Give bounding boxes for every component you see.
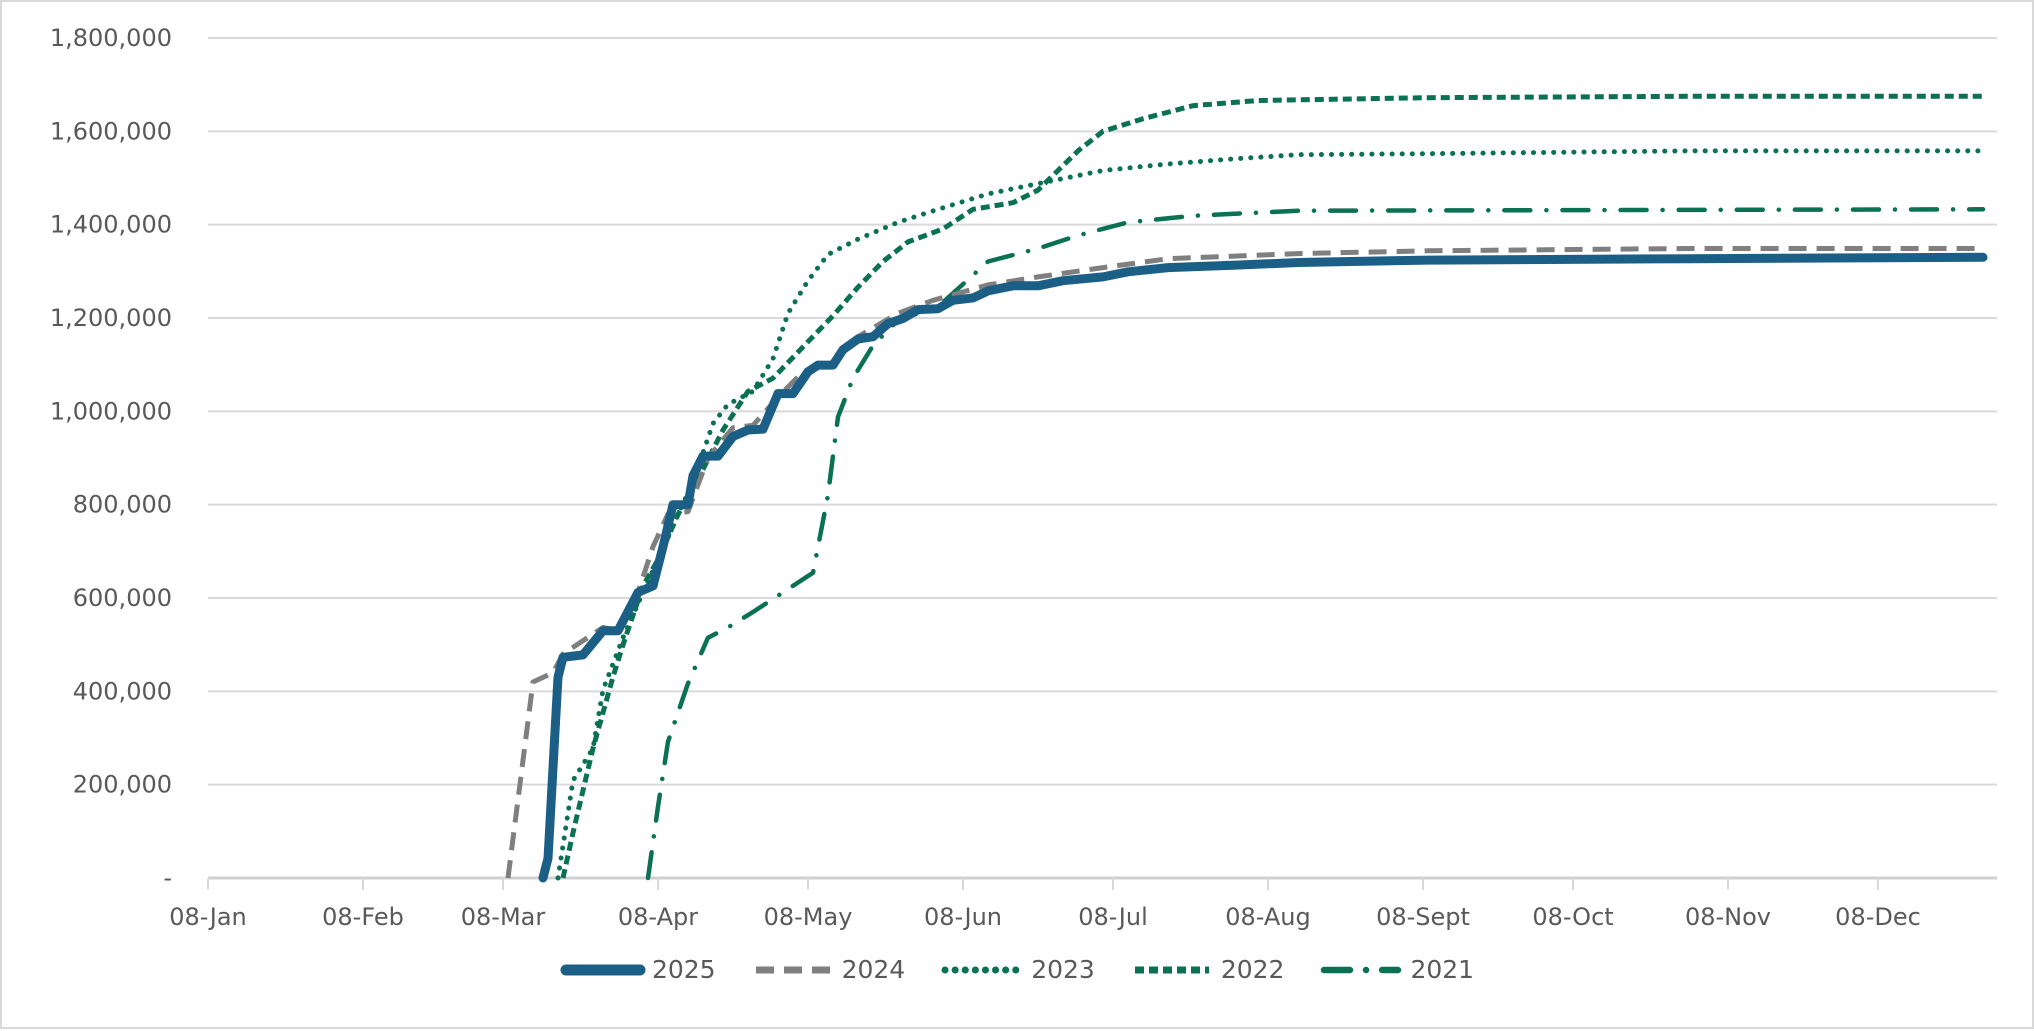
- legend-swatch: [755, 966, 830, 973]
- legend: 2025 2024 2023 2022 2021: [0, 955, 2034, 984]
- series-line-2025: [538, 252, 1988, 883]
- x-tick-label: 08-May: [764, 903, 853, 931]
- legend-swatch: [1134, 966, 1209, 973]
- x-tick-label: 08-Jan: [169, 903, 247, 931]
- y-tick-label: 400,000: [73, 677, 172, 705]
- legend-swatch: [560, 964, 646, 975]
- legend-label: 2023: [1031, 955, 1095, 984]
- legend-item-2022: 2022: [1129, 955, 1285, 984]
- x-tick-label: 08-Jun: [924, 903, 1002, 931]
- y-tick-label: 1,200,000: [50, 304, 172, 332]
- series-line-2024: [505, 246, 1983, 879]
- y-tick-label: 200,000: [73, 771, 172, 799]
- y-tick-label: 800,000: [73, 491, 172, 519]
- legend-item-2023: 2023: [939, 955, 1095, 984]
- legend-swatch: [1321, 966, 1402, 973]
- series-line-2021: [645, 207, 1986, 881]
- x-tick-label: 08-Oct: [1532, 903, 1613, 931]
- legend-item-2025: 2025: [560, 955, 716, 984]
- legend-label: 2022: [1220, 955, 1285, 984]
- y-tick-label: 1,000,000: [50, 397, 172, 425]
- y-tick-label: 1,600,000: [50, 117, 172, 145]
- x-tick-label: 08-Sept: [1376, 903, 1470, 931]
- legend-item-2021: 2021: [1318, 955, 1474, 984]
- y-tick-label: 1,800,000: [50, 24, 172, 52]
- x-tick-label: 08-Apr: [618, 903, 698, 931]
- y-tick-label: 1,400,000: [50, 211, 172, 239]
- legend-label: 2021: [1410, 955, 1475, 984]
- x-tick-label: 08-Mar: [461, 903, 546, 931]
- legend-label: 2025: [651, 955, 716, 984]
- legend-label: 2024: [841, 955, 906, 984]
- x-tick-label: 08-Nov: [1685, 903, 1771, 931]
- x-tick-label: 08-Jul: [1078, 903, 1148, 931]
- y-tick-label: 600,000: [73, 584, 172, 612]
- x-tick-label: 08-Feb: [322, 903, 404, 931]
- y-tick-label: -: [163, 864, 172, 892]
- series-line-2022: [560, 93, 1983, 879]
- legend-item-2024: 2024: [750, 955, 906, 984]
- series-line-2023: [555, 148, 1986, 881]
- x-tick-label: 08-Dec: [1835, 903, 1921, 931]
- legend-swatch: [941, 966, 1023, 973]
- x-tick-label: 08-Aug: [1225, 903, 1311, 931]
